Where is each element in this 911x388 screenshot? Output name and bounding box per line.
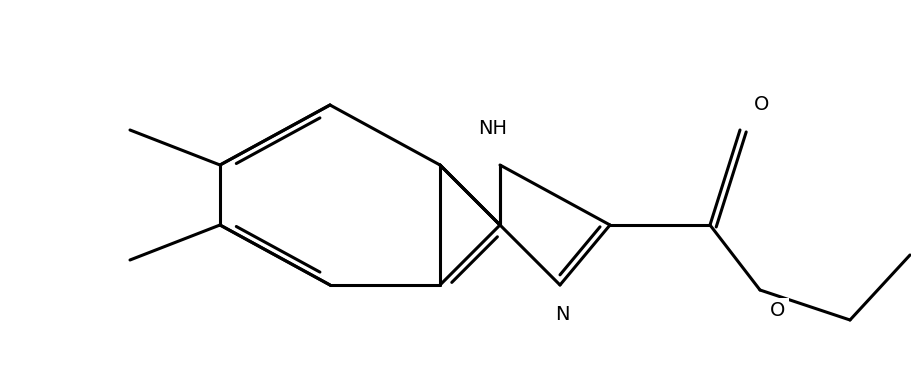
Text: O: O	[770, 300, 784, 319]
Text: NH: NH	[478, 118, 507, 137]
Text: N: N	[554, 305, 568, 324]
Text: O: O	[753, 95, 769, 114]
